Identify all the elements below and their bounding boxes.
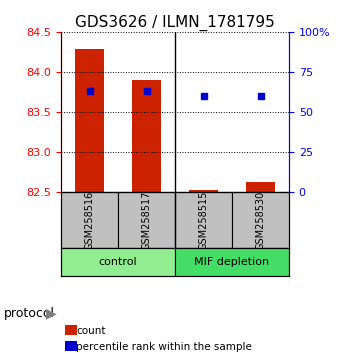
Bar <box>61 248 175 276</box>
Bar <box>189 190 218 192</box>
Bar <box>246 182 275 192</box>
Text: ▶: ▶ <box>46 306 56 320</box>
Text: GSM258515: GSM258515 <box>199 190 208 250</box>
Text: GSM258516: GSM258516 <box>85 190 95 250</box>
Text: count: count <box>76 326 106 336</box>
Bar <box>175 248 289 276</box>
Title: GDS3626 / ILMN_1781795: GDS3626 / ILMN_1781795 <box>75 14 275 30</box>
Bar <box>75 50 104 192</box>
Bar <box>232 192 289 248</box>
Text: percentile rank within the sample: percentile rank within the sample <box>76 342 252 352</box>
Bar <box>118 192 175 248</box>
Text: protocol: protocol <box>3 307 54 320</box>
Text: GSM258530: GSM258530 <box>256 190 266 250</box>
Bar <box>132 80 161 192</box>
Text: GSM258517: GSM258517 <box>142 190 152 250</box>
Bar <box>61 192 118 248</box>
Text: MIF depletion: MIF depletion <box>194 257 270 267</box>
Text: control: control <box>99 257 137 267</box>
Bar <box>175 192 232 248</box>
